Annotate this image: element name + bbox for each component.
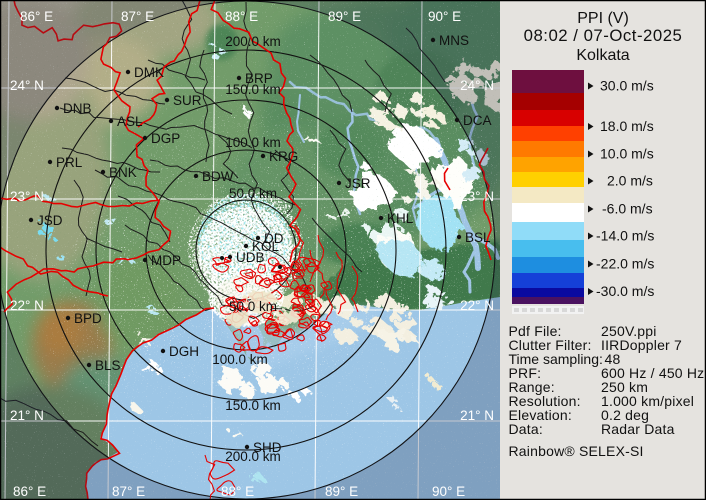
svg-text:PPI (V): PPI (V) — [577, 10, 629, 27]
svg-text:250V.ppi: 250V.ppi — [601, 323, 657, 339]
svg-text:BSL: BSL — [465, 230, 491, 245]
svg-text:200.0 km: 200.0 km — [225, 34, 281, 49]
svg-text:Clutter Filter:: Clutter Filter: — [509, 337, 592, 353]
svg-text:86° E: 86° E — [13, 484, 46, 499]
svg-text:SUR: SUR — [173, 93, 202, 108]
svg-text:23° N: 23° N — [10, 189, 44, 204]
svg-text:24° N: 24° N — [460, 78, 494, 93]
svg-text:DCA: DCA — [463, 113, 492, 128]
svg-text:18.0 m/s: 18.0 m/s — [600, 118, 654, 134]
svg-text:88° E: 88° E — [221, 484, 254, 499]
svg-text:Kolkata: Kolkata — [576, 47, 629, 64]
svg-text:22° N: 22° N — [460, 298, 494, 313]
svg-text:IIRDoppler 7: IIRDoppler 7 — [601, 337, 682, 353]
svg-text:21° N: 21° N — [460, 408, 494, 423]
svg-text:SHD: SHD — [253, 440, 282, 455]
svg-text:87° E: 87° E — [121, 9, 154, 24]
svg-text:KOL: KOL — [252, 239, 280, 254]
svg-text:2.0 m/s: 2.0 m/s — [607, 173, 653, 189]
svg-text:23° N: 23° N — [460, 189, 494, 204]
svg-text:100.0 km: 100.0 km — [212, 352, 268, 367]
svg-text:ASL: ASL — [117, 114, 143, 129]
svg-text:BRP: BRP — [245, 71, 273, 86]
svg-text:Pdf File:: Pdf File: — [509, 323, 562, 339]
svg-text:Time sampling:: Time sampling: — [509, 351, 603, 367]
svg-text:200.0 km: 200.0 km — [225, 449, 281, 464]
svg-text:PRF:: PRF: — [509, 365, 542, 381]
svg-text:1.000 km/pixel: 1.000 km/pixel — [601, 393, 694, 409]
svg-text:100.0 km: 100.0 km — [225, 135, 281, 150]
svg-text:MDP: MDP — [151, 253, 181, 268]
svg-text:JSD: JSD — [37, 213, 63, 228]
svg-text:UDB: UDB — [236, 250, 265, 265]
svg-text:DD: DD — [264, 231, 284, 246]
svg-text:88° E: 88° E — [225, 9, 258, 24]
svg-text:BPD: BPD — [74, 311, 102, 326]
svg-text:-22.0 m/s: -22.0 m/s — [596, 256, 654, 272]
svg-text:DNB: DNB — [63, 101, 92, 116]
svg-text:0.2 deg: 0.2 deg — [601, 407, 649, 423]
svg-text:BNK: BNK — [109, 165, 137, 180]
svg-text:50.0 km: 50.0 km — [229, 186, 277, 201]
svg-text:30.0 m/s: 30.0 m/s — [600, 78, 654, 94]
svg-text:48: 48 — [605, 351, 621, 367]
svg-text:Rainbow® SELEX-SI: Rainbow® SELEX-SI — [509, 443, 644, 459]
svg-text:50.0 km: 50.0 km — [229, 299, 277, 314]
svg-text:150.0 km: 150.0 km — [225, 82, 281, 97]
svg-text:-30.0 m/s: -30.0 m/s — [596, 283, 654, 299]
svg-text:DGH: DGH — [169, 344, 199, 359]
svg-text:MNS: MNS — [439, 33, 469, 48]
svg-text:PRL: PRL — [56, 155, 83, 170]
svg-text:Resolution:: Resolution: — [509, 393, 581, 409]
svg-text:JSR: JSR — [345, 176, 371, 191]
svg-text:BLS: BLS — [95, 358, 121, 373]
svg-text:Range:: Range: — [509, 379, 555, 395]
svg-text:250 km: 250 km — [601, 379, 648, 395]
svg-text:-6.0 m/s: -6.0 m/s — [602, 201, 653, 217]
svg-text:90° E: 90° E — [432, 484, 465, 499]
svg-text:22° N: 22° N — [10, 298, 44, 313]
svg-text:150.0 km: 150.0 km — [225, 398, 281, 413]
svg-text:08:02 / 07-Oct-2025: 08:02 / 07-Oct-2025 — [524, 26, 683, 45]
svg-text:86° E: 86° E — [20, 9, 53, 24]
svg-text:Radar Data: Radar Data — [601, 421, 675, 437]
svg-text:10.0 m/s: 10.0 m/s — [600, 146, 654, 162]
svg-text:KRG: KRG — [269, 149, 298, 164]
svg-text:24° N: 24° N — [10, 78, 44, 93]
svg-text:600 Hz / 450 Hz: 600 Hz / 450 Hz — [601, 365, 704, 381]
svg-text:Elevation:: Elevation: — [509, 407, 572, 423]
svg-text:-14.0 m/s: -14.0 m/s — [596, 228, 654, 244]
svg-text:90° E: 90° E — [428, 9, 461, 24]
svg-text:87° E: 87° E — [112, 484, 145, 499]
svg-text:Data:: Data: — [509, 421, 543, 437]
svg-text:KHL: KHL — [387, 211, 414, 226]
svg-text:BDW: BDW — [202, 169, 234, 184]
svg-text:89° E: 89° E — [325, 484, 358, 499]
svg-text:DMK: DMK — [134, 65, 164, 80]
svg-text:21° N: 21° N — [10, 408, 44, 423]
svg-text:89° E: 89° E — [328, 9, 361, 24]
svg-text:DGP: DGP — [151, 131, 180, 146]
